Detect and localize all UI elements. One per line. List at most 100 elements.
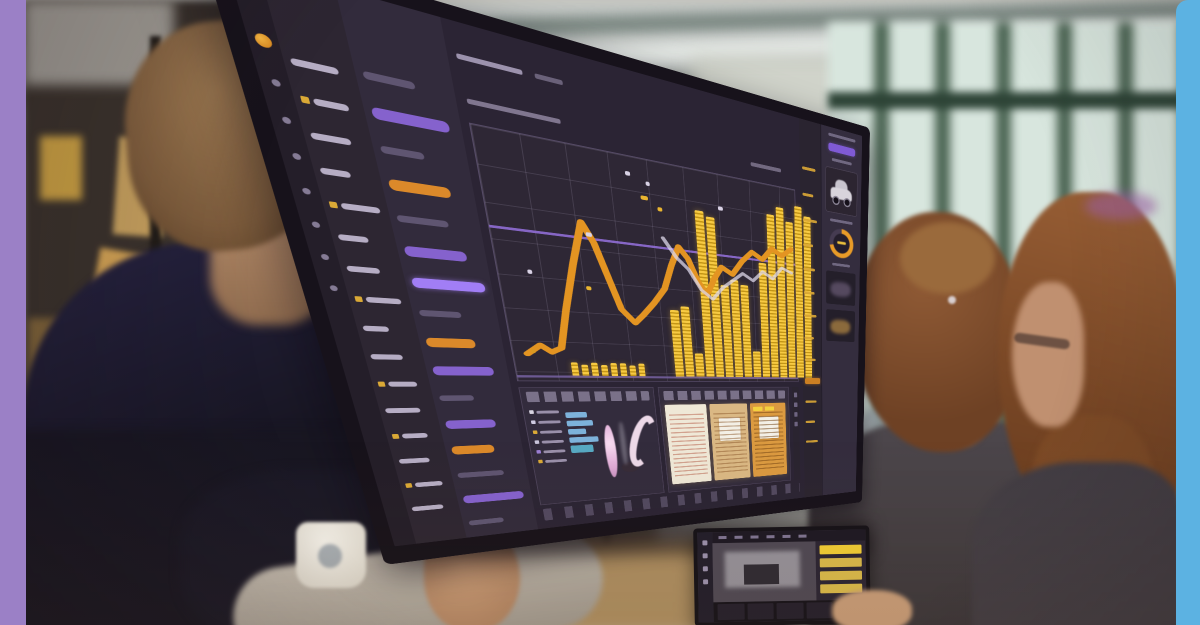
film-thumb <box>776 602 804 620</box>
vehicle-preview-card <box>825 165 858 218</box>
detail-text <box>831 157 852 166</box>
list-item-pill <box>410 276 486 293</box>
car-wheel <box>843 197 851 208</box>
legend-dot <box>538 459 543 464</box>
list-item-pill <box>468 516 504 526</box>
pink-blob-chart <box>601 424 620 478</box>
document-thumbnail <box>664 404 712 485</box>
nav-item <box>404 494 462 522</box>
detail-badge <box>828 142 855 158</box>
documents-panel <box>657 386 791 493</box>
header-text <box>455 53 523 76</box>
photo-thumbnail <box>826 270 856 306</box>
legend-label <box>536 410 560 414</box>
person-right-hair-highlight <box>1085 192 1157 220</box>
metric-value-bar <box>805 420 815 424</box>
metric-row <box>800 180 821 210</box>
film-thumb <box>747 603 774 620</box>
nav-item <box>383 422 445 449</box>
nav-item <box>369 370 433 397</box>
stats-panel-title <box>525 391 650 403</box>
legend-dot <box>534 440 540 444</box>
hair-tie <box>948 296 956 304</box>
purple-frame-bar <box>0 0 26 625</box>
metric-row <box>803 411 821 432</box>
nav-item-label <box>362 325 390 332</box>
nav-item-label <box>365 296 402 305</box>
legend-label <box>537 419 561 424</box>
list-item-pill <box>379 144 425 160</box>
blue-frame-bar <box>1176 0 1200 625</box>
list-item-pill <box>457 469 504 478</box>
blue-bar-stack <box>564 406 604 480</box>
toolbar-button <box>794 412 798 417</box>
orange-circle-icon <box>253 31 274 50</box>
header-text <box>534 73 564 86</box>
legend-label <box>541 439 564 444</box>
list-item-pill <box>387 178 451 199</box>
documents-panel-title <box>663 390 786 401</box>
person-right-face <box>1012 282 1084 427</box>
nav-item <box>345 283 414 316</box>
window-mullion <box>828 92 1200 109</box>
nav-item <box>390 447 450 474</box>
stats-panel <box>518 387 665 506</box>
list-item-pill <box>418 309 462 318</box>
stats-panel-body <box>523 404 662 485</box>
tool-icon <box>702 540 708 546</box>
blue-bar <box>564 411 588 419</box>
blue-bar <box>569 436 599 443</box>
gray-blob <box>617 421 629 465</box>
amber-row <box>819 570 863 581</box>
tool-icon <box>702 566 708 572</box>
item-icon <box>377 381 386 387</box>
list-item-pill <box>396 214 449 228</box>
film-thumb <box>806 602 834 619</box>
list-item-pill <box>438 394 475 401</box>
detail-text <box>829 218 853 226</box>
legend-item <box>530 419 561 425</box>
mug-logo <box>318 544 342 568</box>
document-thumbnails <box>660 401 790 486</box>
person-center-hair-bun <box>900 222 995 294</box>
legend-dot <box>532 430 538 435</box>
nav-item-label <box>346 265 381 275</box>
list-item <box>430 384 515 411</box>
nav-item-label <box>401 432 428 439</box>
nav-item <box>361 342 427 371</box>
detail-panel <box>820 124 863 496</box>
person-right-body <box>972 462 1182 625</box>
document-text-lines <box>712 412 748 476</box>
chart-marker <box>530 349 536 354</box>
nav-item-label <box>340 202 381 214</box>
legend-label <box>543 449 566 453</box>
metric-row <box>803 391 822 412</box>
donut-gauge <box>624 412 661 469</box>
item-icon <box>300 95 311 105</box>
film-thumb <box>717 603 745 621</box>
metric-value-bar <box>802 192 814 198</box>
list-item-pill <box>362 70 416 90</box>
list-item <box>416 327 505 358</box>
nav-item-label <box>411 504 444 512</box>
nav-item-label <box>289 57 340 76</box>
list-item-pill <box>403 245 468 262</box>
stats-legend <box>528 407 570 483</box>
metric-value-bar <box>804 358 816 362</box>
nav-item <box>376 397 439 424</box>
legend-label <box>544 458 568 463</box>
list-item <box>409 297 500 331</box>
shelf-box <box>40 136 82 200</box>
nav-item <box>353 313 420 344</box>
nav-item-label <box>312 98 350 112</box>
metric-value-bar <box>804 336 815 340</box>
list-item-pill <box>425 337 476 348</box>
dot-icon <box>328 285 338 292</box>
metric-value-bar <box>805 400 817 403</box>
nav-item-label <box>319 167 351 179</box>
legend-item <box>534 439 564 444</box>
item-icon <box>405 483 413 488</box>
panel-toolbar <box>792 386 801 481</box>
legend-dot <box>536 450 542 454</box>
